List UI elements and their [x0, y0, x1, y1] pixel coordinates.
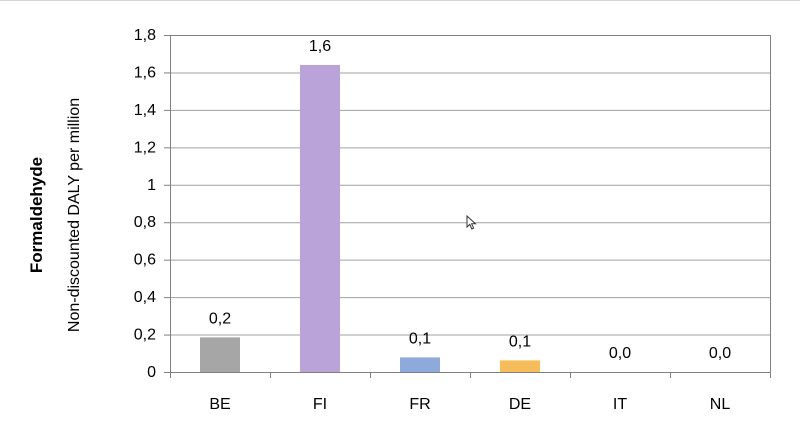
plot-frame	[170, 35, 771, 373]
data-label-de: 0,1	[509, 333, 531, 350]
y-tick-label: 0,4	[134, 289, 156, 306]
x-tick-label-be: BE	[209, 396, 230, 413]
x-tick-label-fr: FR	[409, 396, 430, 413]
bar-fr	[400, 357, 440, 372]
x-tick-label-nl: NL	[710, 396, 731, 413]
y-tick-label: 0,8	[134, 214, 156, 231]
y-tick-label: 1,2	[134, 139, 156, 156]
data-label-fi: 1,6	[309, 38, 331, 55]
y-tick-label: 1	[147, 177, 156, 194]
y-tick-label: 0	[147, 364, 156, 381]
bar-be	[200, 337, 240, 372]
y-axis-label-group: Formaldehyde Non-discounted DALY per mil…	[0, 0, 110, 433]
data-label-nl: 0,0	[709, 345, 731, 362]
x-tick-label-it: IT	[613, 396, 627, 413]
y-tick-label: 1,6	[134, 64, 156, 81]
data-label-fr: 0,1	[409, 330, 431, 347]
data-label-it: 0,0	[609, 345, 631, 362]
y-tick-label: 1,8	[134, 27, 156, 44]
y-axis-label: Non-discounted DALY per million	[66, 97, 83, 333]
bar-fi	[300, 64, 340, 372]
y-axis-title: Formaldehyde	[27, 156, 46, 274]
top-rule	[0, 0, 800, 1]
y-tick-label: 0,6	[134, 252, 156, 269]
bar-de	[500, 360, 540, 372]
data-label-be: 0,2	[209, 310, 231, 327]
y-tick-label: 0,2	[134, 327, 156, 344]
y-tick-label: 1,4	[134, 102, 156, 119]
mouse-pointer-icon	[466, 215, 477, 230]
x-tick-label-fi: FI	[313, 396, 327, 413]
x-tick-label-de: DE	[509, 396, 531, 413]
